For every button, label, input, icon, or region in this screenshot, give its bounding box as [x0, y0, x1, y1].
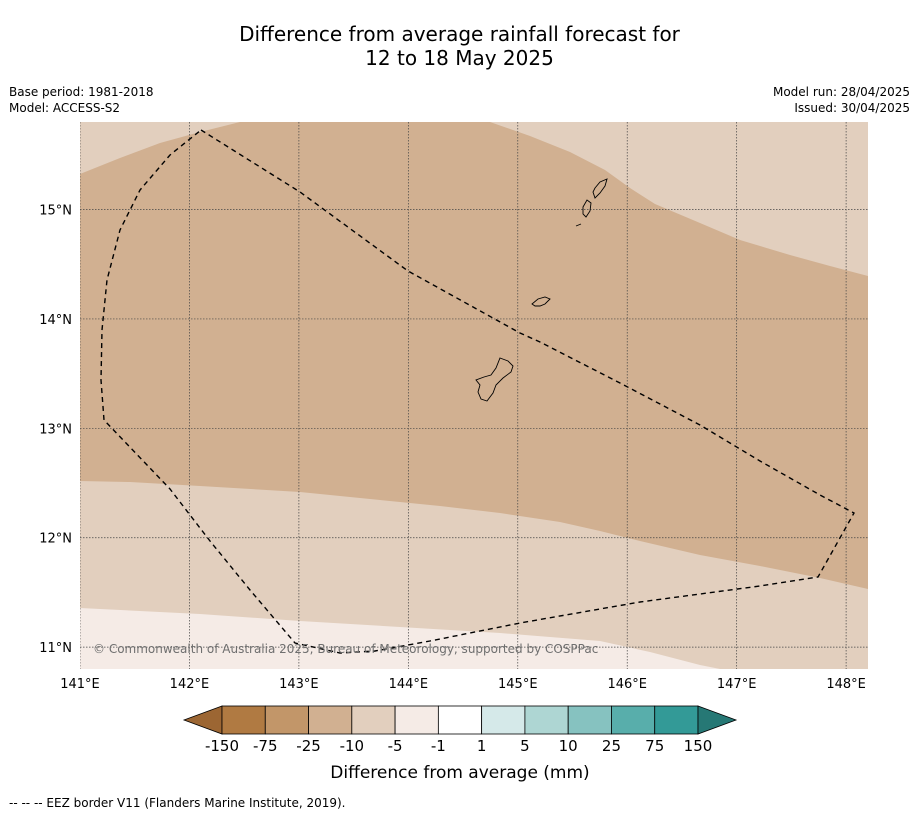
colorbar-segment — [394, 705, 439, 735]
lon-tick-label: 143°E — [279, 677, 319, 692]
lon-tick-label: 148°E — [826, 677, 866, 692]
map-area — [80, 122, 868, 669]
colorbar-segment — [524, 705, 569, 735]
island-saipan — [592, 178, 608, 199]
island-aguijan — [575, 223, 582, 227]
colorbar-tick-label: 75 — [645, 737, 664, 755]
rainfall-band-medium — [80, 122, 868, 589]
model-name: Model: ACCESS-S2 — [9, 101, 121, 115]
gridlines — [80, 122, 868, 669]
lon-tick-label: 142°E — [170, 677, 210, 692]
model-run: Model run: 28/04/2025 — [772, 85, 910, 99]
meta-right: Model run: 28/04/2025 Issued: 30/04/2025 — [773, 84, 910, 116]
colorbar-segment — [437, 705, 483, 735]
eez-footnote: -- -- -- EEZ border V11 (Flanders Marine… — [9, 796, 346, 810]
lon-tick-label: 147°E — [717, 677, 757, 692]
colorbar-title: Difference from average (mm) — [330, 763, 589, 783]
title-line-1: Difference from average rainfall forecas… — [239, 22, 680, 46]
meta-left: Base period: 1981-2018 Model: ACCESS-S2 — [9, 84, 154, 116]
island-rota — [531, 296, 551, 307]
base-period: Base period: 1981-2018 — [9, 85, 154, 99]
lon-tick-label: 144°E — [389, 677, 429, 692]
colorbar-segment — [264, 705, 309, 735]
colorbar-tick-label: 150 — [684, 737, 713, 755]
colorbar: -150 -75 -25 -10 -5 -1 1 5 10 25 75 150 — [182, 705, 738, 755]
colorbar-extend-high — [697, 705, 738, 735]
lon-tick-label: 145°E — [498, 677, 538, 692]
colorbar-tick-label: -25 — [296, 737, 321, 755]
colorbar-tick-label: -5 — [388, 737, 403, 755]
lon-tick-label: 141°E — [60, 677, 100, 692]
chart-title: Difference from average rainfall forecas… — [0, 22, 919, 70]
colorbar-segment — [567, 705, 612, 735]
copyright-notice: © Commonwealth of Australia 2025, Bureau… — [93, 642, 598, 656]
rainfall-band-very-light — [80, 608, 720, 669]
colorbar-tick-label: 5 — [520, 737, 530, 755]
colorbar-tick-label: 1 — [477, 737, 487, 755]
lat-tick-label: 15°N — [39, 204, 72, 219]
lat-tick-label: 11°N — [39, 641, 72, 656]
colorbar-tick-label: -150 — [205, 737, 239, 755]
eez-border — [100, 129, 855, 654]
issued-date: Issued: 30/04/2025 — [794, 101, 910, 115]
colorbar-tick-label: 25 — [602, 737, 621, 755]
colorbar-segment — [351, 705, 396, 735]
colorbar-tick-label: -1 — [431, 737, 446, 755]
title-line-2: 12 to 18 May 2025 — [365, 46, 554, 70]
colorbar-extend-low — [182, 705, 223, 735]
colorbar-tick-label: -75 — [253, 737, 278, 755]
colorbar-segment — [654, 705, 699, 735]
colorbar-tick-label: -10 — [340, 737, 365, 755]
lat-tick-label: 12°N — [39, 532, 72, 547]
axis-tick-labels: 141°E 142°E 143°E 144°E 145°E 146°E 147°E 148°E… — [39, 204, 866, 692]
islands — [475, 178, 608, 402]
island-guam — [475, 357, 514, 402]
lat-tick-label: 13°N — [39, 422, 72, 437]
colorbar-segment — [481, 705, 526, 735]
colorbar-segment — [611, 705, 656, 735]
colorbar-tick-label: 10 — [559, 737, 578, 755]
lat-tick-label: 14°N — [39, 313, 72, 328]
colorbar-segment — [308, 705, 353, 735]
colorbar-segment — [221, 705, 266, 735]
lon-tick-label: 146°E — [607, 677, 647, 692]
island-tinian — [582, 199, 592, 218]
